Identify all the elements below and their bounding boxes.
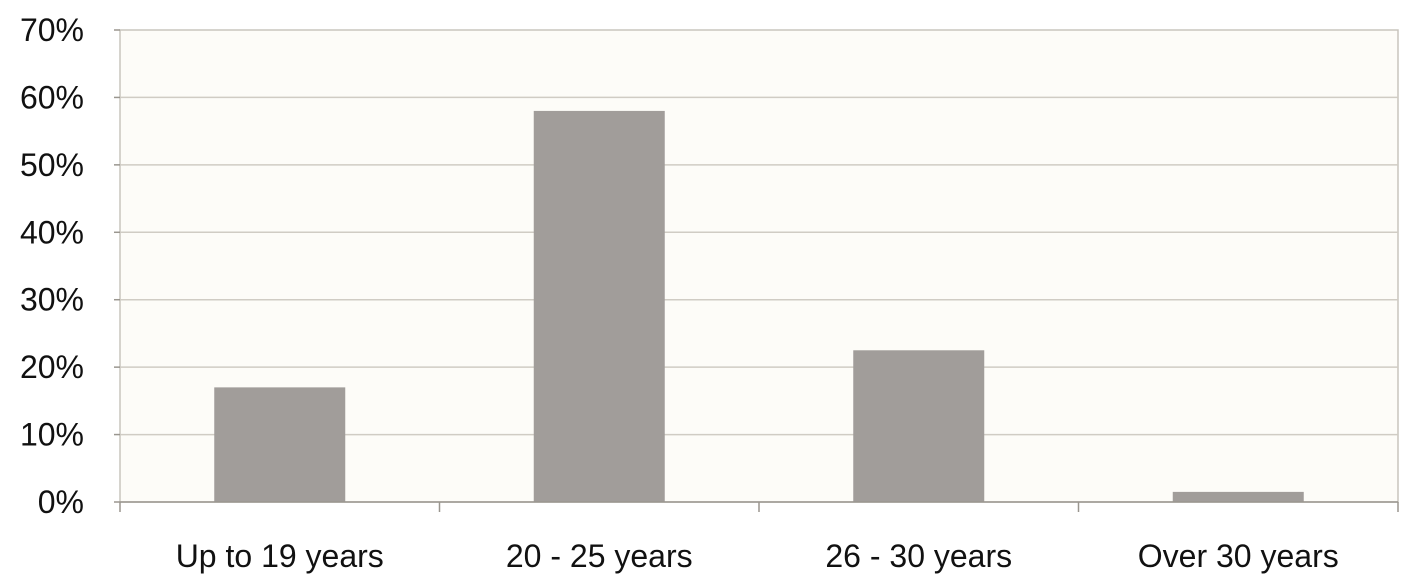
bar-20-25-years — [533, 110, 665, 503]
bar-up-to-19-years — [214, 387, 346, 502]
y-axis-ticks: 0% 10% 20% 30% 40% 50% 60% 70% — [20, 12, 120, 520]
bar-over-30-years — [1172, 491, 1304, 502]
y-tick-label: 30% — [20, 282, 84, 318]
y-tick-label: 70% — [20, 12, 84, 48]
y-tick-label: 60% — [20, 79, 84, 115]
y-tick-label: 20% — [20, 349, 84, 385]
y-tick-label: 10% — [20, 417, 84, 453]
x-category-label: Up to 19 years — [176, 538, 384, 574]
bar-26-30-years — [853, 350, 985, 502]
x-axis-ticks — [119, 502, 1399, 512]
y-tick-label: 50% — [20, 147, 84, 183]
y-tick-label: 40% — [20, 214, 84, 250]
x-category-label: 20 - 25 years — [506, 538, 693, 574]
y-tick-label: 0% — [38, 484, 84, 520]
x-axis-labels: Up to 19 years 20 - 25 years 26 - 30 years… — [176, 538, 1339, 574]
bars — [214, 110, 1304, 503]
x-category-label: Over 30 years — [1138, 538, 1339, 574]
x-category-label: 26 - 30 years — [825, 538, 1012, 574]
